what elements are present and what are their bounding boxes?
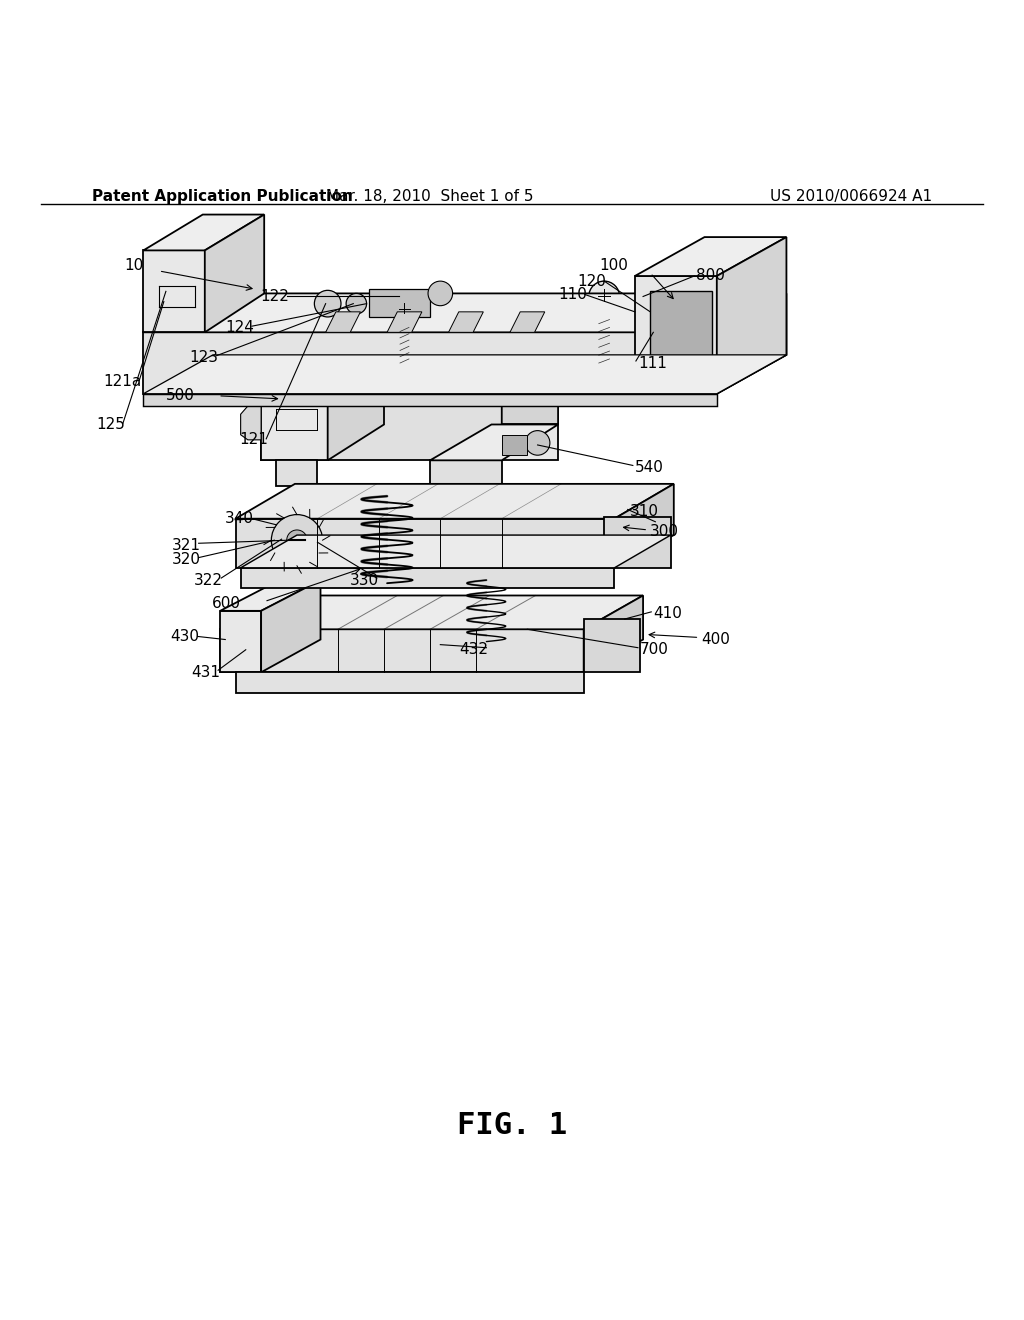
Text: 410: 410 xyxy=(653,606,682,622)
Text: 340: 340 xyxy=(225,511,254,527)
Text: 111: 111 xyxy=(638,355,667,371)
Polygon shape xyxy=(143,251,205,333)
Text: 110: 110 xyxy=(558,286,587,302)
Circle shape xyxy=(428,281,453,306)
Polygon shape xyxy=(236,484,674,519)
Polygon shape xyxy=(220,579,321,611)
Text: 321: 321 xyxy=(172,537,201,553)
Polygon shape xyxy=(241,404,261,440)
Text: 500: 500 xyxy=(166,388,195,404)
Text: 120: 120 xyxy=(578,273,606,289)
Text: Patent Application Publication: Patent Application Publication xyxy=(92,189,353,205)
Polygon shape xyxy=(220,595,643,630)
Text: FIG. 1: FIG. 1 xyxy=(457,1111,567,1140)
Polygon shape xyxy=(276,461,317,486)
Polygon shape xyxy=(584,595,643,672)
Text: 430: 430 xyxy=(171,628,200,644)
Circle shape xyxy=(525,430,550,455)
Text: 322: 322 xyxy=(195,573,223,587)
Text: US 2010/0066924 A1: US 2010/0066924 A1 xyxy=(770,189,932,205)
Text: 800: 800 xyxy=(696,268,725,284)
Text: 121: 121 xyxy=(240,433,268,447)
Circle shape xyxy=(346,293,367,314)
Polygon shape xyxy=(387,312,422,333)
Text: 10: 10 xyxy=(124,259,143,273)
Text: 125: 125 xyxy=(96,417,125,432)
Circle shape xyxy=(589,281,620,312)
Text: 100: 100 xyxy=(599,259,628,273)
Polygon shape xyxy=(614,484,674,568)
Polygon shape xyxy=(584,619,640,672)
Text: 330: 330 xyxy=(350,573,379,587)
Circle shape xyxy=(314,290,341,317)
Circle shape xyxy=(287,529,307,550)
Text: 124: 124 xyxy=(225,319,254,335)
Polygon shape xyxy=(635,276,717,393)
Text: 431: 431 xyxy=(191,665,220,680)
Polygon shape xyxy=(635,238,786,276)
Polygon shape xyxy=(220,611,261,672)
Polygon shape xyxy=(650,292,712,368)
Text: 400: 400 xyxy=(701,632,730,647)
Polygon shape xyxy=(599,309,609,363)
Text: 320: 320 xyxy=(172,552,201,568)
Polygon shape xyxy=(604,516,671,568)
Text: 600: 600 xyxy=(212,597,241,611)
Polygon shape xyxy=(717,238,786,393)
Polygon shape xyxy=(369,289,430,317)
Polygon shape xyxy=(143,333,717,393)
Polygon shape xyxy=(502,425,558,461)
Polygon shape xyxy=(430,425,558,461)
Polygon shape xyxy=(236,519,614,568)
Text: 700: 700 xyxy=(640,643,669,657)
Text: 300: 300 xyxy=(650,524,679,540)
Polygon shape xyxy=(261,388,502,461)
Polygon shape xyxy=(205,215,264,333)
Polygon shape xyxy=(400,319,409,363)
Polygon shape xyxy=(236,672,584,693)
Polygon shape xyxy=(143,293,786,333)
Polygon shape xyxy=(241,535,671,568)
Polygon shape xyxy=(143,393,717,407)
Polygon shape xyxy=(449,312,483,333)
Text: 540: 540 xyxy=(635,459,664,475)
Circle shape xyxy=(391,297,418,322)
Polygon shape xyxy=(502,434,527,455)
Polygon shape xyxy=(502,352,558,461)
Text: 121a: 121a xyxy=(103,374,141,389)
Polygon shape xyxy=(220,630,584,672)
Polygon shape xyxy=(717,293,786,393)
Polygon shape xyxy=(143,355,786,393)
Polygon shape xyxy=(430,461,502,486)
Polygon shape xyxy=(261,379,328,461)
Text: 122: 122 xyxy=(260,289,289,304)
Polygon shape xyxy=(261,343,384,379)
Polygon shape xyxy=(261,352,558,388)
Text: 310: 310 xyxy=(630,504,658,519)
Polygon shape xyxy=(241,568,614,589)
Polygon shape xyxy=(326,312,360,333)
Polygon shape xyxy=(328,343,384,461)
Text: 123: 123 xyxy=(189,350,218,366)
Polygon shape xyxy=(143,215,264,251)
Polygon shape xyxy=(510,312,545,333)
Circle shape xyxy=(271,515,323,566)
Text: Mar. 18, 2010  Sheet 1 of 5: Mar. 18, 2010 Sheet 1 of 5 xyxy=(327,189,534,205)
Polygon shape xyxy=(261,579,321,672)
Text: 432: 432 xyxy=(460,643,488,657)
